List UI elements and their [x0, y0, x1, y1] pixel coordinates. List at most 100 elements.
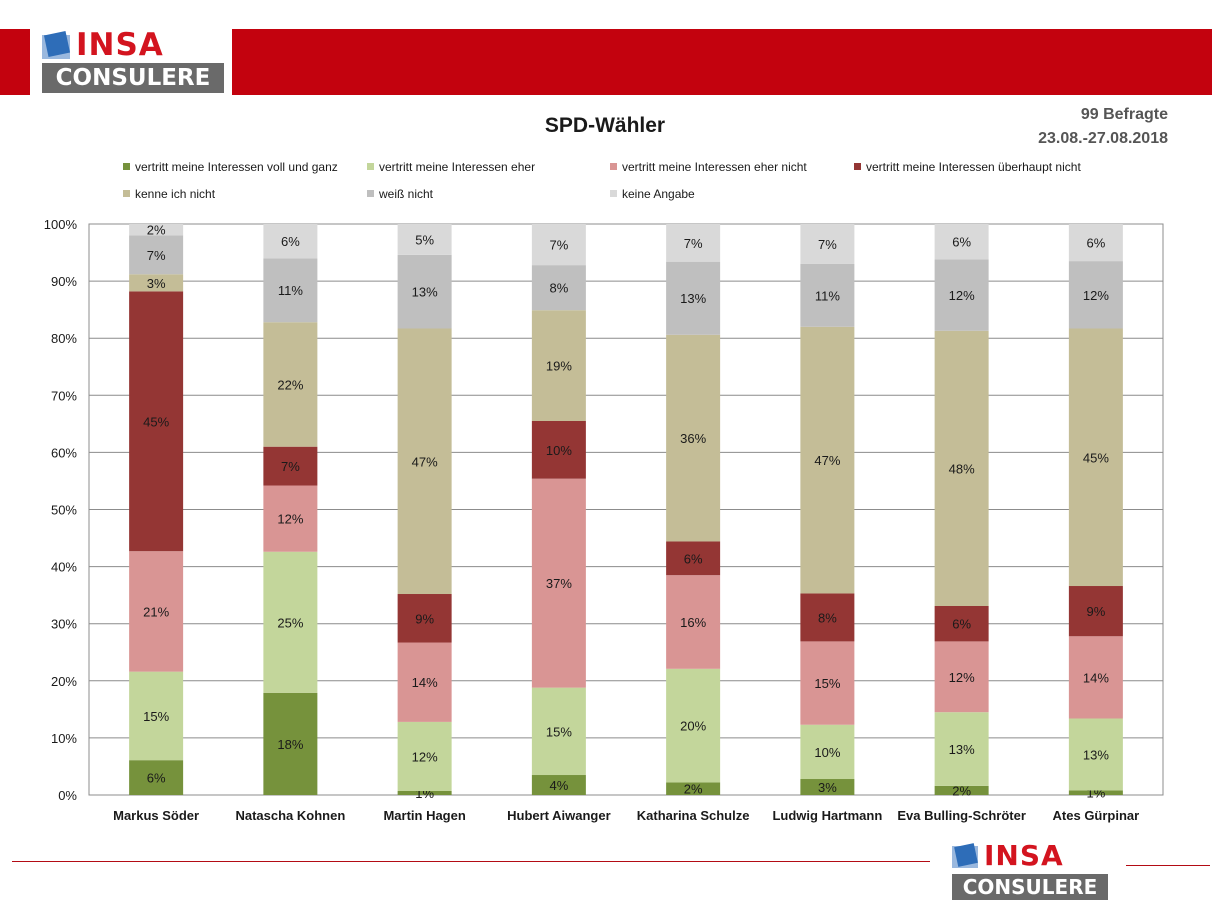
data-label: 47% — [814, 453, 840, 468]
data-label: 14% — [412, 675, 438, 690]
data-label: 3% — [147, 276, 166, 291]
bar-segment — [666, 261, 721, 335]
banner-edge — [1212, 29, 1216, 95]
x-tick-label: Katharina Schulze — [637, 808, 750, 823]
data-label: 20% — [680, 719, 706, 734]
data-label: 7% — [147, 248, 166, 263]
legend-label: kenne ich nicht — [135, 187, 216, 201]
y-tick-label: 100% — [44, 217, 78, 232]
bar-segment — [263, 551, 318, 693]
legend-label: vertritt meine Interessen überhaupt nich… — [866, 160, 1081, 174]
bar-segment — [1068, 790, 1123, 795]
data-label: 6% — [952, 235, 971, 250]
bar-segment — [129, 291, 184, 552]
data-label: 10% — [814, 745, 840, 760]
bar-segment — [1068, 328, 1123, 587]
y-tick-label: 60% — [51, 445, 77, 460]
bar-segment — [263, 258, 318, 323]
y-tick-label: 50% — [51, 503, 77, 518]
data-label: 7% — [281, 459, 300, 474]
logo-subtitle: CONSULERE — [952, 874, 1108, 900]
bar-segment — [800, 326, 855, 594]
data-label: 15% — [814, 676, 840, 691]
data-label: 37% — [546, 576, 572, 591]
x-tick-label: Markus Söder — [113, 808, 199, 823]
bar-segment — [531, 687, 586, 776]
data-label: 13% — [949, 742, 975, 757]
legend-swatch — [367, 163, 374, 170]
bar-segment — [397, 328, 452, 595]
bar-segment — [263, 485, 318, 552]
data-label: 11% — [278, 283, 303, 298]
data-label: 48% — [949, 461, 975, 476]
legend-label: vertritt meine Interessen eher — [379, 160, 536, 174]
bar-segment — [263, 224, 318, 259]
data-label: 22% — [277, 377, 303, 392]
legend-label: vertritt meine Interessen voll und ganz — [135, 160, 338, 174]
bar-segment — [397, 224, 452, 255]
x-tick-label: Natascha Kohnen — [235, 808, 345, 823]
bar-segment — [666, 668, 721, 783]
bar-segment — [800, 779, 855, 795]
x-tick-label: Hubert Aiwanger — [507, 808, 611, 823]
bar-segment — [934, 259, 989, 331]
bar-segment — [800, 593, 855, 642]
data-label: 7% — [549, 238, 568, 253]
logo-subtitle: CONSULERE — [42, 63, 224, 93]
insa-logo: INSA CONSULERE — [30, 27, 232, 95]
bar-segment — [666, 334, 721, 542]
data-label: 9% — [1086, 604, 1105, 619]
data-label: 14% — [1083, 670, 1109, 685]
data-label: 9% — [415, 611, 434, 626]
logo-wordmark: INSA — [76, 27, 164, 63]
bar-segment — [666, 541, 721, 576]
bar-segment — [666, 782, 721, 795]
bar-segment — [397, 721, 452, 792]
bar-segment — [531, 310, 586, 421]
bar-segment — [129, 224, 184, 236]
data-label: 13% — [680, 291, 706, 306]
y-tick-label: 20% — [51, 674, 77, 689]
y-tick-label: 80% — [51, 331, 77, 346]
bar-segment — [800, 641, 855, 725]
data-label: 7% — [818, 237, 837, 252]
bar-segment — [129, 235, 184, 275]
data-label: 4% — [549, 778, 568, 793]
respondent-count: 99 Befragte — [1080, 106, 1168, 123]
logo-wordmark: INSA — [984, 839, 1064, 872]
x-tick-label: Ludwig Hartmann — [772, 808, 882, 823]
bar-segment — [129, 551, 184, 672]
x-tick-label: Eva Bulling-Schröter — [897, 808, 1026, 823]
data-label: 6% — [147, 771, 166, 786]
bar-segment — [666, 575, 721, 669]
bar-segment — [934, 641, 989, 713]
data-label: 12% — [1083, 288, 1109, 303]
bar-segment — [800, 224, 855, 264]
footer-rule-left — [12, 861, 930, 862]
bar-segment — [531, 265, 586, 311]
y-tick-label: 10% — [51, 731, 77, 746]
data-label: 45% — [1083, 450, 1109, 465]
data-label: 18% — [277, 737, 303, 752]
bar-segment — [263, 692, 318, 795]
data-label: 8% — [549, 281, 568, 296]
data-label: 6% — [281, 234, 300, 249]
data-label: 8% — [818, 610, 837, 625]
data-label: 13% — [412, 285, 438, 300]
legend-label: vertritt meine Interessen eher nicht — [622, 160, 807, 174]
data-label: 12% — [949, 288, 975, 303]
data-label: 6% — [952, 617, 971, 632]
bar-segment — [263, 322, 318, 447]
data-label: 45% — [143, 414, 169, 429]
legend-label: weiß nicht — [379, 187, 434, 201]
data-label: 19% — [546, 359, 572, 374]
data-label: 2% — [952, 783, 971, 798]
data-label: 13% — [1083, 747, 1109, 762]
bar-segment — [800, 263, 855, 327]
bar-segment — [800, 724, 855, 780]
bar-segment — [129, 274, 184, 292]
bar-segment — [934, 330, 989, 606]
data-label: 2% — [147, 223, 166, 238]
legend-swatch — [854, 163, 861, 170]
